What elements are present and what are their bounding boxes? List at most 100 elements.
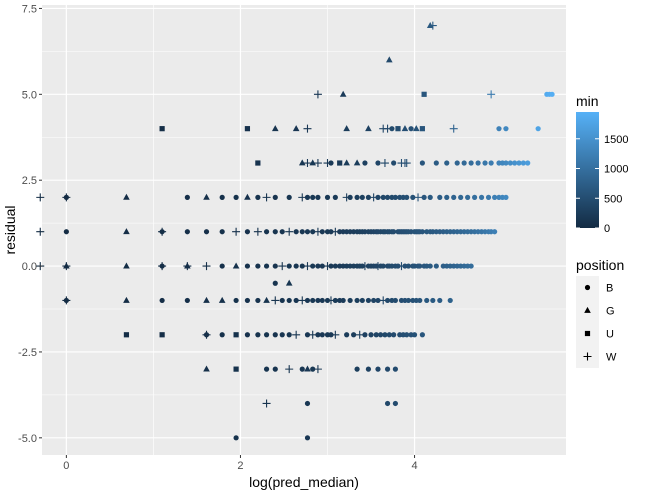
data-point-square	[395, 126, 401, 132]
data-point-circle	[286, 263, 292, 269]
data-point-circle	[347, 194, 353, 200]
data-point-circle	[451, 194, 457, 200]
data-point-plus	[262, 399, 271, 408]
data-point-circle	[293, 263, 299, 269]
data-point-circle	[255, 332, 261, 338]
data-point-circle	[272, 366, 278, 372]
data-point-circle	[468, 160, 474, 166]
data-point-plus	[303, 159, 312, 168]
data-point-plus	[62, 262, 71, 271]
data-point-circle	[319, 297, 325, 304]
data-point-circle	[377, 332, 384, 338]
data-point-circle	[365, 366, 372, 372]
data-point-triangle	[343, 159, 350, 166]
data-point-circle	[304, 400, 311, 407]
data-point-circle	[433, 160, 439, 166]
data-point-triangle	[271, 125, 279, 132]
data-point-circle	[304, 297, 311, 304]
data-point-square	[159, 332, 165, 338]
data-point-circle	[417, 297, 423, 304]
data-point-circle	[263, 229, 270, 235]
data-point-triangle	[123, 296, 130, 303]
data-point-circle	[419, 332, 425, 338]
data-point-circle	[503, 126, 509, 132]
data-point-triangle	[203, 365, 210, 372]
data-point-plus	[183, 262, 192, 271]
data-point-circle	[391, 160, 397, 166]
data-point-plus	[292, 330, 301, 339]
colorbar-tick-label: 1000	[604, 164, 628, 176]
data-point-triangle	[203, 193, 210, 200]
data-point-circle	[458, 194, 464, 200]
data-point-triangle	[426, 22, 434, 29]
data-point-circle	[219, 194, 225, 200]
data-point-plus	[62, 296, 71, 305]
data-point-circle	[184, 194, 190, 200]
data-point-plus	[158, 262, 167, 271]
data-point-plus	[414, 193, 423, 202]
data-point-circle	[310, 229, 316, 235]
data-point-triangle	[123, 228, 130, 235]
data-point-circle	[419, 229, 425, 235]
data-point-circle	[304, 332, 311, 338]
data-point-circle	[233, 297, 239, 304]
data-point-circle	[404, 194, 410, 200]
legend-key-triangle	[584, 306, 591, 313]
data-point-circle	[380, 194, 386, 200]
legend-key-label: U	[606, 329, 614, 341]
data-point-circle	[286, 332, 292, 338]
data-points	[36, 21, 555, 441]
data-point-circle	[392, 194, 398, 200]
data-point-circle	[332, 194, 338, 200]
data-point-circle	[437, 194, 443, 200]
data-point-circle	[525, 160, 531, 166]
data-point-triangle	[339, 90, 347, 97]
data-point-triangle	[343, 125, 350, 132]
data-point-circle	[315, 194, 321, 200]
color-legend: min 0 500 1000 1500	[576, 93, 628, 235]
data-point-circle	[233, 194, 239, 200]
data-point-triangle	[218, 296, 226, 303]
data-point-circle	[430, 297, 436, 304]
data-point-circle	[371, 297, 377, 304]
data-point-triangle	[263, 296, 270, 303]
data-point-circle	[203, 229, 210, 235]
legend-key-label: G	[606, 306, 615, 318]
data-point-circle	[286, 297, 292, 304]
data-point-plus	[202, 262, 211, 271]
data-point-circle	[375, 160, 381, 166]
data-point-circle	[475, 160, 481, 166]
data-point-circle	[255, 263, 261, 269]
data-point-circle	[279, 332, 285, 338]
data-point-triangle	[309, 159, 317, 166]
data-point-circle	[354, 297, 360, 304]
data-point-circle	[421, 194, 427, 200]
data-point-circle	[272, 229, 278, 235]
data-point-circle	[417, 263, 423, 269]
data-point-circle	[244, 229, 251, 235]
data-point-circle	[299, 263, 305, 269]
data-point-square	[233, 332, 239, 338]
data-point-circle	[373, 332, 379, 338]
data-point-circle	[219, 332, 225, 338]
data-point-plus	[303, 124, 312, 133]
data-point-circle	[63, 229, 69, 235]
data-point-square	[337, 160, 343, 166]
data-point-triangle	[203, 296, 210, 303]
data-point-circle	[488, 160, 494, 166]
data-point-circle	[461, 160, 467, 166]
data-point-circle	[485, 194, 492, 200]
data-point-circle	[310, 263, 316, 269]
data-point-circle	[293, 297, 299, 304]
legend-key-plus	[583, 352, 592, 361]
data-point-circle	[447, 297, 453, 304]
data-point-circle	[272, 280, 278, 286]
x-tick-label: 2	[237, 460, 243, 472]
data-point-circle	[405, 263, 412, 269]
data-point-circle	[503, 194, 509, 200]
data-point-circle	[503, 160, 509, 166]
y-tick-label: -5.0	[18, 433, 37, 445]
y-tick-label: 5.0	[22, 89, 37, 101]
